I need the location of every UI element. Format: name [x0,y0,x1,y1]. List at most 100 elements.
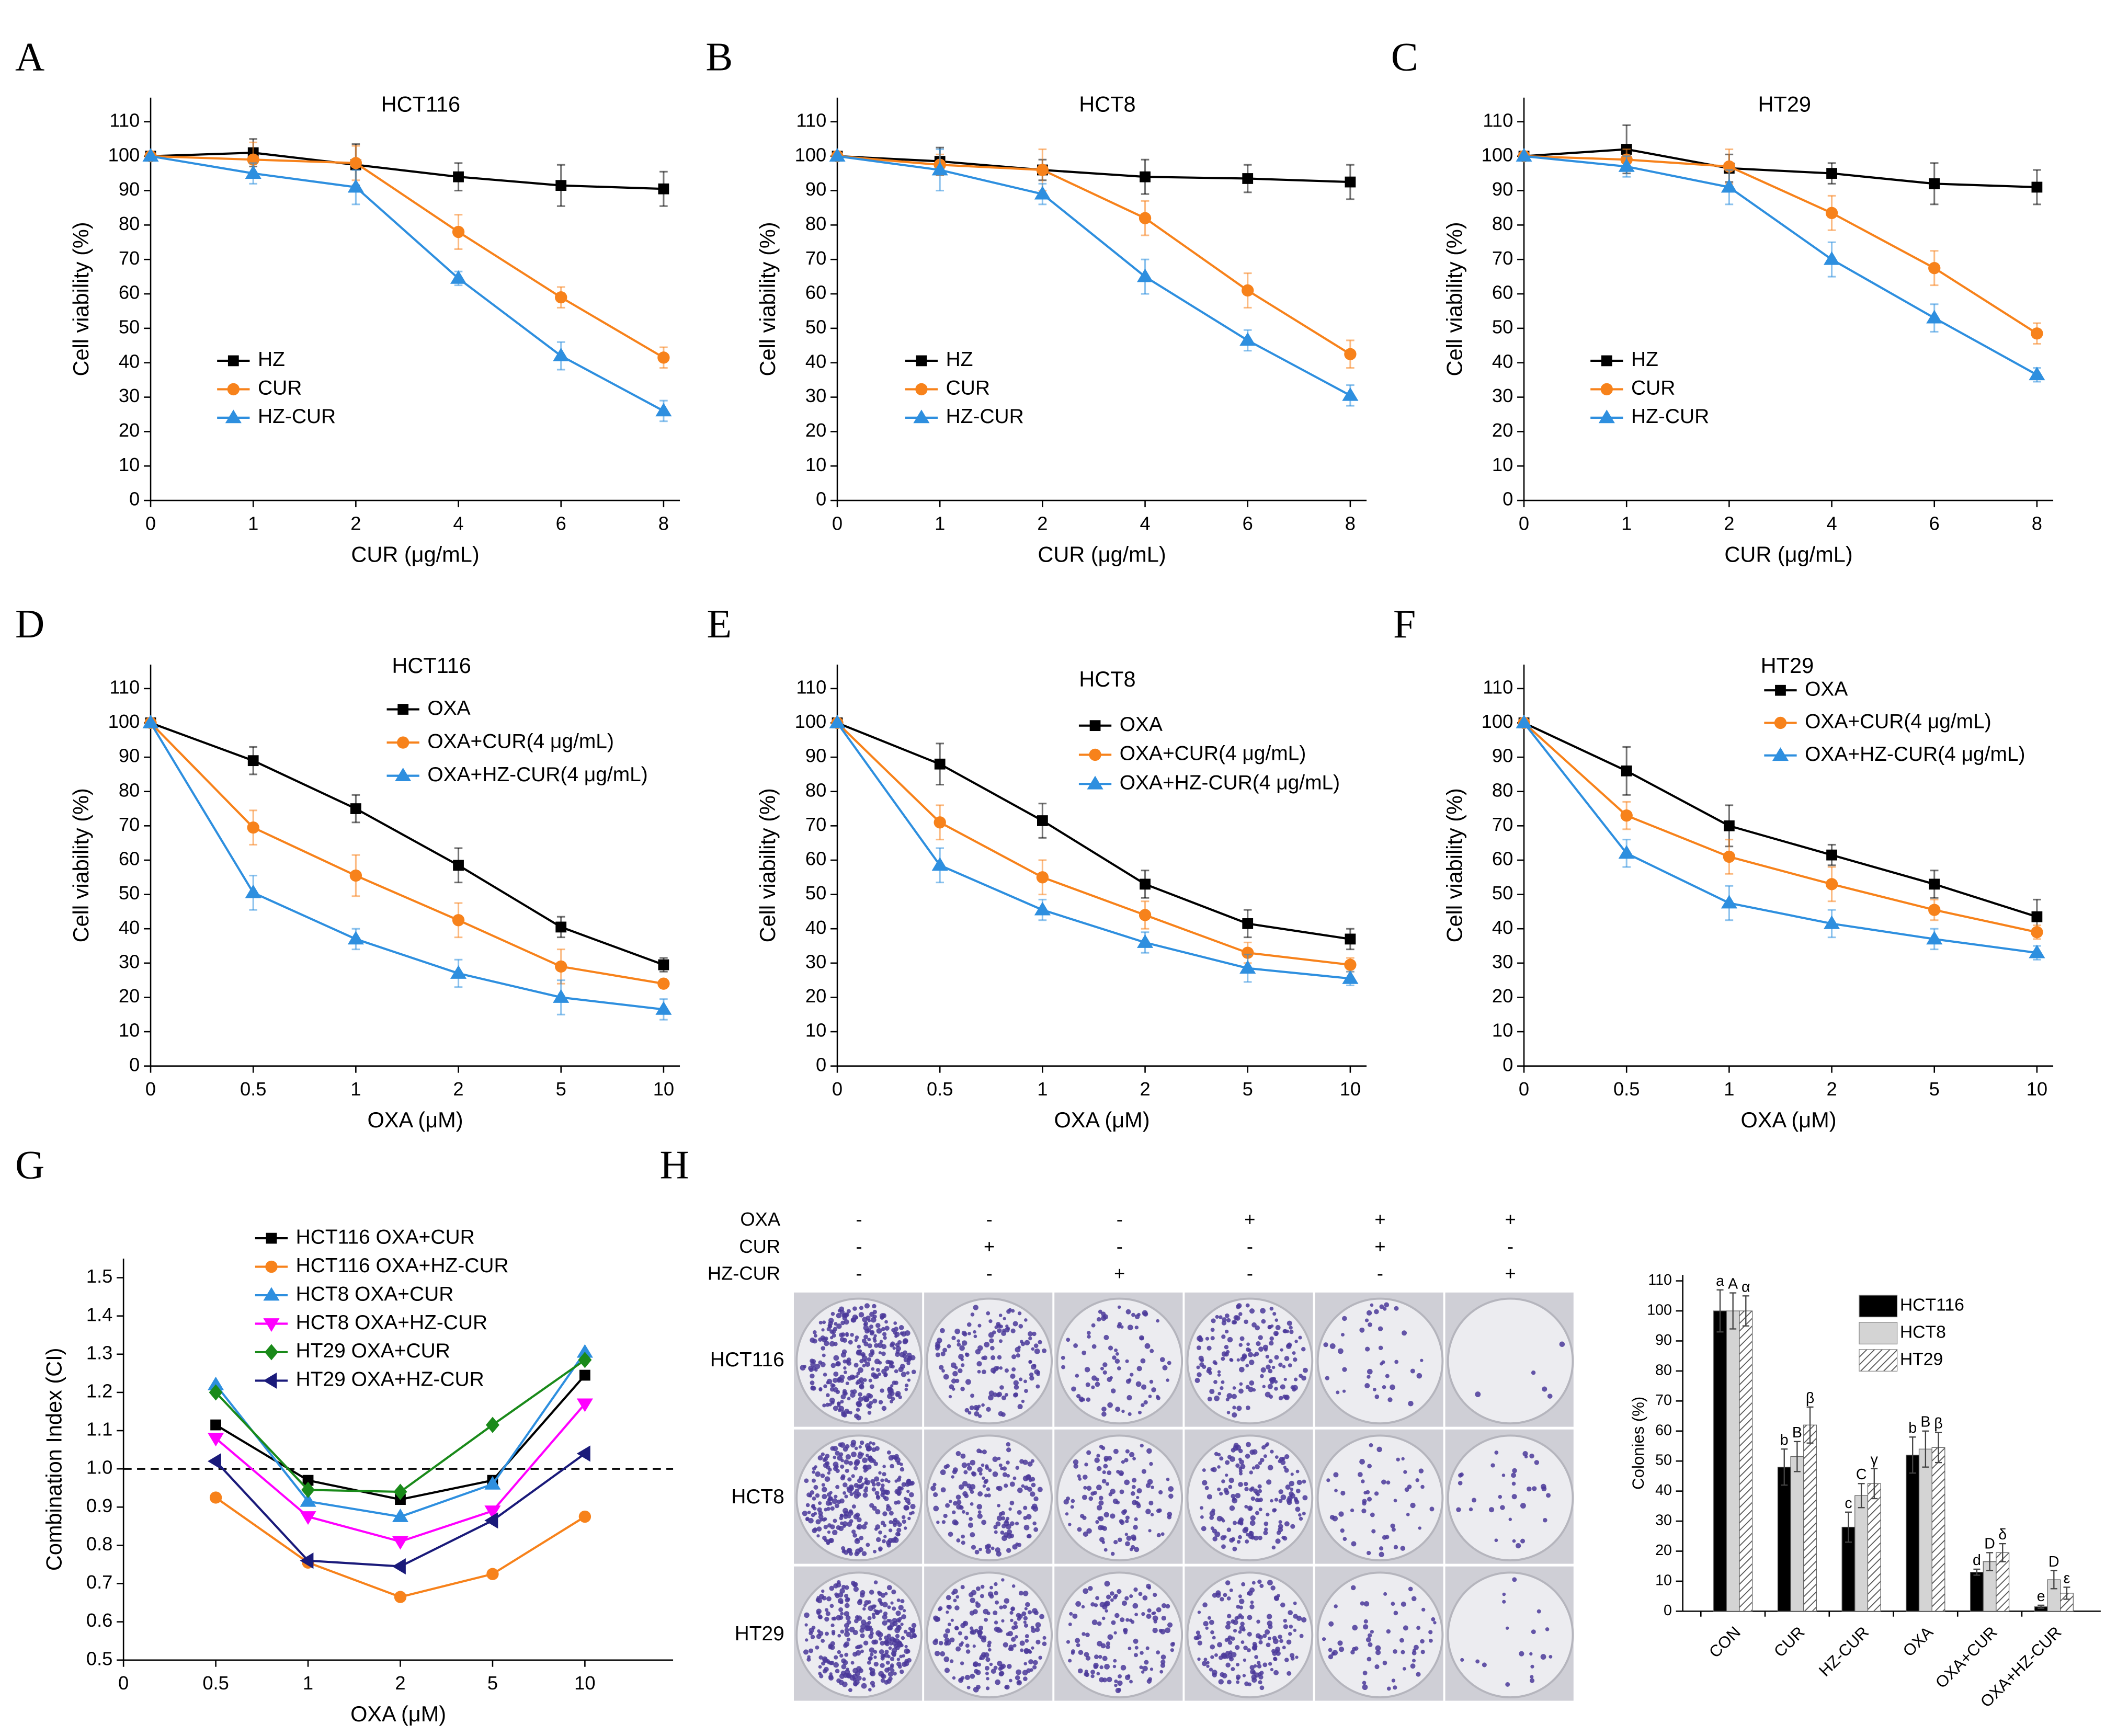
colony [1378,1326,1383,1331]
colony [1002,1466,1007,1471]
colony [1238,1613,1242,1617]
error-bar [2038,1604,2045,1609]
marker [263,1372,277,1389]
y-axis-label: Cell viability (%) [755,788,780,942]
colony [891,1648,897,1653]
colony [999,1605,1003,1609]
cell-line-label: HT29 [735,1623,784,1645]
colony [1160,1663,1166,1668]
colony [973,1404,979,1411]
colony [1267,1637,1271,1640]
colony [1394,1306,1399,1311]
colony [903,1526,907,1530]
colony [878,1548,882,1552]
y-tick-label: 0 [816,488,826,510]
colony [1107,1456,1112,1461]
colony [1408,1401,1414,1407]
colony [1151,1486,1154,1489]
colony [1290,1524,1295,1529]
colony [818,1655,823,1660]
colony [1170,1642,1175,1647]
colony [1236,1406,1242,1411]
colony [805,1517,809,1522]
marker [2031,926,2043,939]
colony [1225,1624,1231,1630]
colony [954,1366,958,1370]
colony [1328,1621,1334,1627]
colony [1097,1641,1102,1647]
colony [1295,1506,1301,1512]
colony [1085,1382,1090,1387]
colony [1415,1478,1419,1482]
colony [1136,1488,1142,1494]
colony [867,1319,871,1322]
colony [1153,1593,1157,1597]
colony [940,1651,946,1657]
colony [1387,1397,1393,1402]
colony [1028,1331,1033,1337]
marker [553,347,570,361]
y-tick-label: 110 [109,676,140,698]
colony [859,1536,864,1540]
y-tick-label: 70 [1492,247,1513,269]
colony [1287,1495,1293,1501]
colony [1237,1521,1241,1525]
colony [1399,1638,1404,1643]
colony [1009,1533,1015,1538]
colony [817,1614,823,1619]
colony [829,1336,834,1340]
colony [1145,1646,1149,1650]
colony [859,1306,863,1310]
treatment-sign: - [1247,1236,1253,1257]
colony [1225,1474,1228,1477]
colony [947,1344,951,1349]
colony [1386,1629,1391,1634]
colony [1006,1442,1011,1447]
colony [1459,1472,1464,1477]
colony [813,1506,817,1511]
colony [855,1646,859,1650]
colony [964,1636,969,1640]
colony [1140,1336,1144,1341]
colony [854,1679,860,1685]
colony [974,1549,980,1555]
colony [1231,1493,1236,1499]
colony [1253,1353,1257,1357]
colony [1270,1585,1276,1591]
colony [840,1629,845,1634]
colony [826,1506,830,1511]
colony [998,1463,1003,1467]
colony [866,1543,870,1547]
colony [1520,1538,1526,1544]
colony [1249,1520,1256,1526]
colony [1165,1604,1170,1609]
colony [867,1660,871,1665]
y-tick-label: 90 [805,178,826,200]
colony [1125,1515,1130,1520]
treatment-sign: - [856,1263,862,1284]
colony [872,1304,877,1309]
colony [1076,1394,1081,1399]
colony [867,1343,872,1349]
colony [992,1456,998,1463]
series-line [150,722,664,966]
y-tick-label: 40 [119,917,140,938]
colony [880,1478,884,1482]
y-tick-label: 70 [119,247,140,269]
colony [1247,1631,1252,1637]
legend-label: OXA+HZ-CUR(4 μg/mL) [1120,771,1340,794]
panel-label: B [705,35,733,79]
colony [810,1635,815,1639]
colony [1148,1500,1154,1506]
colony [1229,1537,1234,1543]
colony [1242,1527,1248,1534]
colony [844,1627,849,1632]
x-tick-label: CUR [1770,1623,1808,1661]
colony [888,1676,893,1681]
colony [1023,1676,1028,1681]
colony [1207,1397,1212,1402]
colony [946,1595,951,1601]
colony [1255,1511,1259,1515]
colony [1084,1652,1089,1658]
colony [896,1527,902,1533]
